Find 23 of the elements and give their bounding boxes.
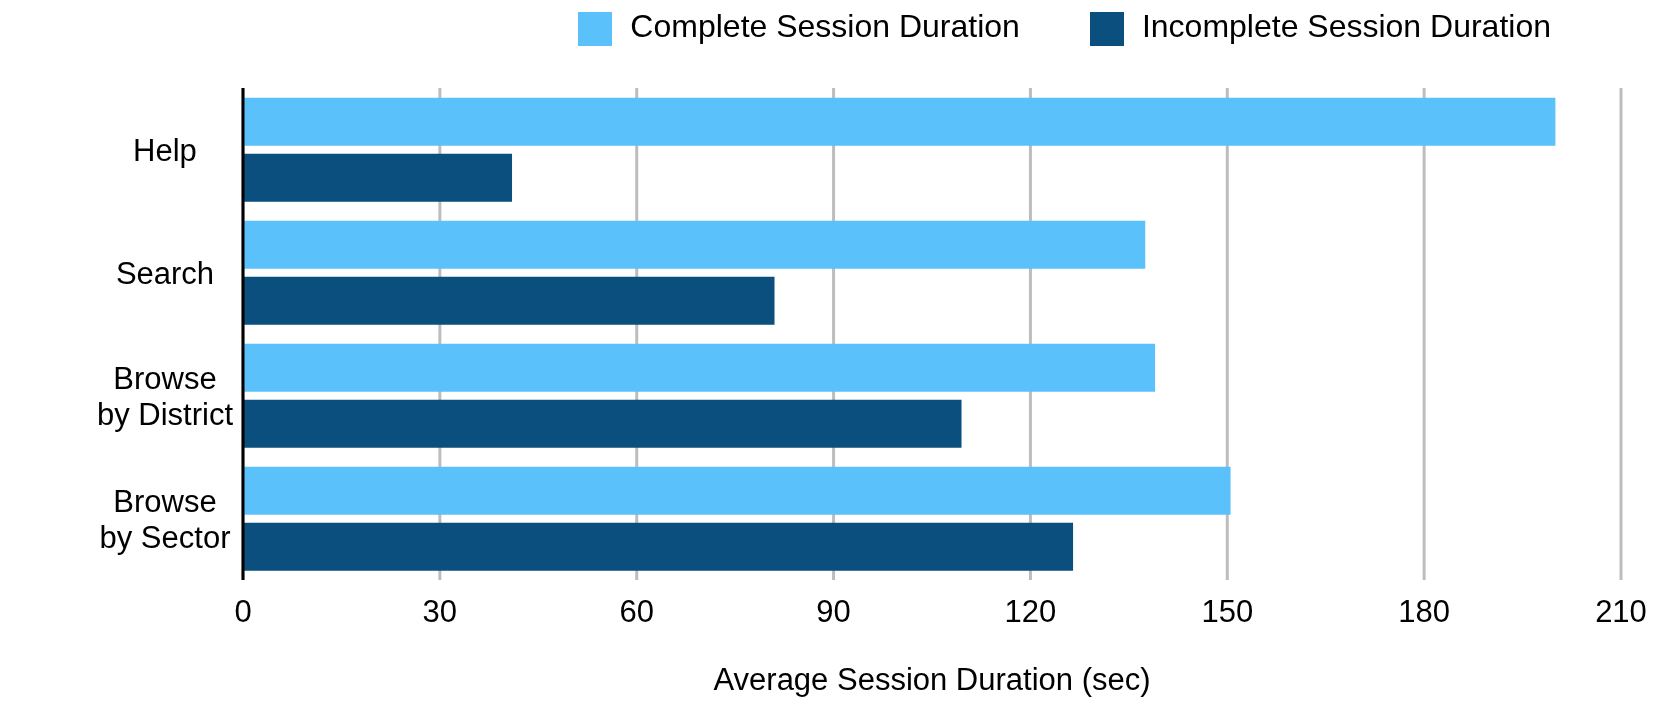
x-tick-label: 180 [1398,594,1451,630]
bar [243,276,775,325]
x-tick-label: 210 [1595,594,1647,630]
bar [243,466,1231,515]
x-tick-label: 90 [816,594,851,630]
x-tick-label: 60 [619,594,654,630]
y-tick-label: Browse by Sector [99,483,231,554]
x-tick-label: 30 [422,594,458,630]
bar [243,343,1156,392]
x-axis-title: Average Session Duration (sec) [713,662,1151,697]
bar [243,522,1074,571]
x-tick-label: 120 [1004,594,1057,630]
bar [243,153,513,202]
bar [243,220,1146,269]
y-tick-label: Browse by District [96,360,234,431]
y-tick-label: Help [133,132,197,167]
x-tick-label: 0 [234,594,252,630]
bar [243,97,1556,146]
x-tick-label: 150 [1201,594,1254,630]
legend-label: Complete Session Duration [630,8,1020,44]
bar [243,399,962,448]
y-tick-label: Search [115,255,215,290]
legend-label: Incomplete Session Duration [1141,8,1551,44]
